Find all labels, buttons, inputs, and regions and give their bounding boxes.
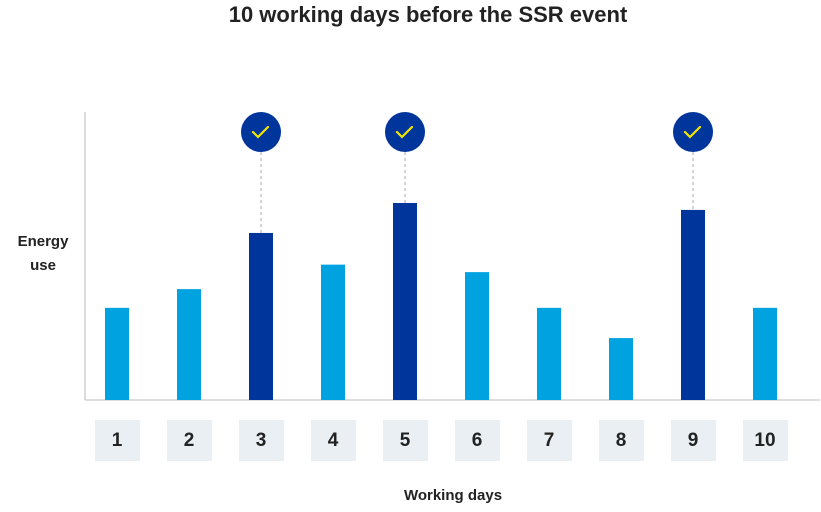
category-box xyxy=(671,420,716,461)
check-marker xyxy=(673,112,713,152)
x-tick-label: 7 xyxy=(544,430,555,451)
category-box xyxy=(599,420,644,461)
category-box xyxy=(743,420,788,461)
x-tick-label: 2 xyxy=(184,430,195,451)
bar xyxy=(753,307,777,400)
x-axis-label: Working days xyxy=(404,487,502,504)
category-box xyxy=(527,420,572,461)
x-tick-label: 6 xyxy=(472,430,483,451)
x-tick-label: 3 xyxy=(256,430,267,451)
x-tick-label: 4 xyxy=(328,430,339,451)
bar xyxy=(609,338,633,400)
category-box xyxy=(311,420,356,461)
category-box xyxy=(455,420,500,461)
category-box xyxy=(167,420,212,461)
bar xyxy=(537,307,561,400)
category-box xyxy=(95,420,140,461)
x-tick-label: 8 xyxy=(616,430,627,451)
bar xyxy=(321,264,345,400)
x-tick-label: 9 xyxy=(688,430,699,451)
bar xyxy=(681,209,705,400)
category-box xyxy=(239,420,284,461)
bar xyxy=(465,272,489,400)
check-icon xyxy=(251,125,270,139)
bar xyxy=(249,232,273,400)
bar xyxy=(105,307,129,400)
category-box xyxy=(383,420,428,461)
x-tick-label: 10 xyxy=(754,430,775,451)
x-tick-label: 5 xyxy=(400,430,411,451)
x-tick-label: 1 xyxy=(112,430,123,451)
check-marker xyxy=(385,112,425,152)
bar xyxy=(177,289,201,400)
check-icon xyxy=(395,125,414,139)
y-axis-label: Energy use xyxy=(17,233,69,274)
chart-title: 10 working days before the SSR event xyxy=(229,2,628,27)
bar xyxy=(393,203,417,400)
check-icon xyxy=(683,125,702,139)
check-marker xyxy=(241,112,281,152)
